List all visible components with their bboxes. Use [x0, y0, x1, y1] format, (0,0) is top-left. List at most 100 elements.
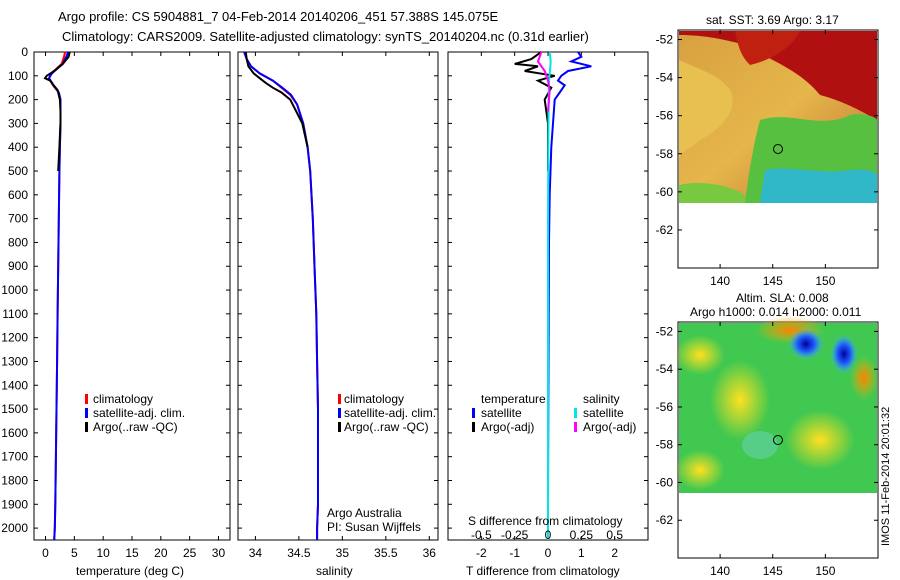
- lat-tick-label: -62: [656, 223, 674, 237]
- sla-blue-eddy-2: [830, 334, 858, 374]
- annotation-line2: PI: Susan Wijffels: [327, 520, 421, 534]
- sst-map-title: sat. SST: 3.69 Argo: 3.17: [706, 13, 839, 27]
- sst-map-panel: sat. SST: 3.69 Argo: 3.17 -52 -54 -56 -58 -6…: [656, 13, 879, 288]
- sla-white-region: [679, 493, 877, 557]
- legend-label-climatology: climatology: [344, 392, 404, 406]
- lon-tick-label: 145: [763, 564, 783, 578]
- legend-swatch-climatology: [338, 394, 341, 404]
- y-tick-label: 400: [8, 140, 28, 154]
- lat-tick-label: -58: [656, 438, 674, 452]
- legend-swatch-temp-satellite: [472, 408, 475, 418]
- sla-cyan-patch: [742, 431, 778, 459]
- legend-swatch-sal-argo: [574, 422, 577, 432]
- sst-green-left: [679, 183, 745, 203]
- x-tick-label: 15: [125, 546, 139, 560]
- sst-hot-patch: [735, 31, 800, 65]
- salinity-depth-ticks: [238, 51, 438, 529]
- legend-swatch-sal-satellite: [574, 408, 577, 418]
- x-tick-label: -1: [509, 546, 520, 560]
- x-tick-label: 36: [423, 546, 437, 560]
- salinity-legend: climatology satellite-adj. clim. Argo(..…: [338, 392, 436, 434]
- y-tick-label: 1100: [2, 307, 28, 321]
- lat-tick-label: -52: [656, 33, 674, 47]
- x-tick-label: 0: [42, 546, 49, 560]
- x-tick-label: 10: [96, 546, 110, 560]
- salinity-panel: 34 34.5 35 35.5 36 salinity climatology sate…: [237, 51, 439, 578]
- lat-tick-label: -58: [656, 147, 674, 161]
- difference-xticks: -2 -1 0 1 2: [476, 52, 618, 560]
- legend-label-temp-satellite: satellite: [481, 406, 522, 420]
- legend-label-argo: Argo(..raw -QC): [344, 420, 429, 434]
- lon-tick-label: 140: [710, 274, 730, 288]
- x-tick-label: 1: [578, 546, 585, 560]
- lon-tick-label: 140: [710, 564, 730, 578]
- legend-label-sal-argo: Argo(-adj): [583, 420, 636, 434]
- series-line-temperature-argo-adj-: [514, 51, 555, 171]
- x-tick-label: 20: [154, 546, 168, 560]
- legend-swatch-climatology: [85, 394, 88, 404]
- sla-blue-eddy-1: [788, 328, 824, 360]
- legend-swatch-satellite: [338, 408, 341, 418]
- s-diff-tick-label: 0.25: [570, 528, 594, 542]
- lat-tick-label: -56: [656, 109, 674, 123]
- y-tick-label: 2000: [1, 521, 28, 535]
- y-tick-label: 700: [8, 212, 28, 226]
- sla-map-lon-ticks: 140 145 150: [710, 322, 836, 578]
- sla-yellow-4: [675, 450, 725, 490]
- series-line-argo-raw-qc-: [244, 51, 309, 148]
- series-line-satellite-adj-clim-: [243, 51, 319, 540]
- x-tick-label: 35: [336, 546, 350, 560]
- x-tick-label: 30: [212, 546, 226, 560]
- sla-yellow-2: [710, 360, 770, 440]
- lat-tick-label: -54: [656, 362, 674, 376]
- lon-tick-label: 150: [815, 274, 835, 288]
- argo-location-marker: [773, 435, 783, 445]
- legend-swatch-argo: [85, 422, 88, 432]
- legend-swatch-argo: [338, 422, 341, 432]
- x-tick-label: 35.5: [374, 546, 398, 560]
- x-tick-label: 2: [611, 546, 618, 560]
- s-diff-tick-label: -0.5: [471, 528, 492, 542]
- y-tick-label: 600: [8, 188, 28, 202]
- lat-tick-label: -60: [656, 185, 674, 199]
- s-diff-tick-label: 0.5: [606, 528, 623, 542]
- y-tick-label: 300: [8, 116, 28, 130]
- sst-map-lat-ticks: -52 -54 -56 -58 -60 -62: [656, 33, 878, 237]
- y-tick-label: 1400: [1, 378, 28, 392]
- salinity-lines: [243, 51, 319, 540]
- x-tick-label: 25: [183, 546, 197, 560]
- x-tick-label: 5: [71, 546, 78, 560]
- sla-map-title: Altim. SLA: 0.008: [736, 291, 829, 305]
- legend-label-temp-argo: Argo(-adj): [481, 420, 534, 434]
- x-tick-label: 34: [249, 546, 263, 560]
- legend-label-satellite: satellite-adj. clim.: [93, 406, 185, 420]
- sla-map-subtitle: Argo h1000: 0.014 h2000: 0.011: [690, 305, 862, 319]
- y-tick-label: 1900: [1, 497, 28, 511]
- y-tick-label: 1300: [1, 354, 28, 368]
- legend-heading-temperature: temperature: [481, 392, 546, 406]
- y-tick-label: 1500: [1, 402, 28, 416]
- difference-lines: [514, 51, 592, 540]
- series-line-salinity-argo-adj-: [536, 51, 551, 112]
- salinity-xticks: 34 34.5 35 35.5 36: [249, 52, 437, 560]
- sla-map-panel: Altim. SLA: 0.008 Argo h1000: 0.014 h200…: [656, 291, 879, 578]
- sst-mid-patch: [679, 60, 733, 160]
- sla-orange-2: [850, 356, 878, 400]
- series-line-argo-raw-qc-: [43, 51, 71, 172]
- y-tick-label: 0: [21, 45, 28, 59]
- temperature-xlabel: temperature (deg C): [76, 564, 184, 578]
- temperature-xticks: 0 5 10 15 20 25 30: [42, 52, 225, 560]
- y-tick-label: 200: [8, 93, 28, 107]
- sst-white-region: [679, 203, 877, 267]
- difference-xlabel: T difference from climatology: [466, 564, 620, 578]
- legend-label-sal-satellite: satellite: [583, 406, 624, 420]
- lat-tick-label: -60: [656, 475, 674, 489]
- temperature-panel: 0100200300400500600700800900100011001200…: [1, 45, 231, 578]
- legend-label-satellite: satellite-adj. clim.: [344, 406, 436, 420]
- sla-field: [675, 316, 878, 557]
- legend-label-argo: Argo(..raw -QC): [93, 420, 178, 434]
- lat-tick-label: -62: [656, 513, 674, 527]
- sst-hot-band: [679, 31, 877, 120]
- x-tick-label: 0: [545, 546, 552, 560]
- sst-map-lon-ticks: 140 145 150: [710, 30, 836, 288]
